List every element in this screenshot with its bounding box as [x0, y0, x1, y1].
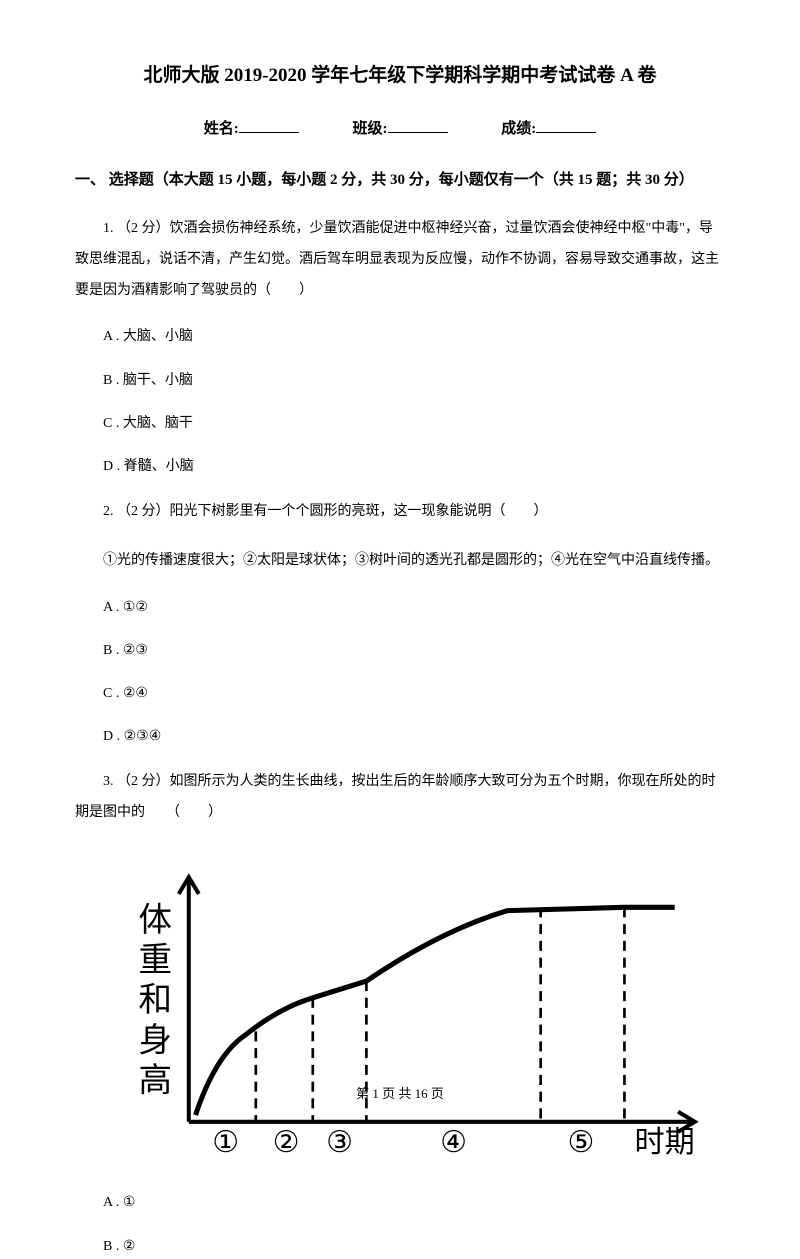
question-1-option-b: B . 脑干、小脑 — [75, 368, 725, 393]
class-blank[interactable] — [388, 132, 448, 133]
footer-page-label: 第 — [356, 1086, 369, 1101]
chart-x-label-2: ② — [273, 1125, 300, 1159]
question-1-option-d: D . 脊髓、小脑 — [75, 454, 725, 479]
score-label: 成绩: — [501, 121, 536, 137]
question-2-option-b: B . ②③ — [75, 638, 725, 663]
chart-y-label-2: 重 — [139, 942, 173, 979]
growth-chart: 体 重 和 身 高 ① ② ③ ④ ⑤ 时期 — [105, 847, 725, 1170]
footer-page-total: 16 — [415, 1086, 428, 1101]
footer-page-mid: 页 共 — [382, 1086, 411, 1101]
question-2-statements: ①光的传播速度很大；②太阳是球状体；③树叶间的透光孔都是圆形的；④光在空气中沿直… — [75, 546, 725, 577]
footer-page-current: 1 — [372, 1086, 379, 1101]
question-2-option-d: D . ②③④ — [75, 724, 725, 749]
chart-x-label-4: ④ — [440, 1125, 467, 1159]
chart-x-axis-label: 时期 — [635, 1125, 695, 1159]
question-3-option-b: B . ② — [75, 1234, 725, 1259]
chart-x-label-3: ③ — [326, 1125, 353, 1159]
question-3-text: 3. （2 分）如图所示为人类的生长曲线，按出生后的年龄顺序大致可分为五个时期，… — [75, 767, 725, 829]
student-info-row: 姓名: 班级: 成绩: — [75, 117, 725, 138]
question-1-option-a: A . 大脑、小脑 — [75, 324, 725, 349]
section-header: 一、 选择题（本大题 15 小题，每小题 2 分，共 30 分，每小题仅有一个（… — [75, 168, 725, 189]
class-label: 班级: — [353, 121, 388, 137]
page-footer: 第 1 页 共 16 页 — [0, 1083, 800, 1102]
chart-x-label-1: ① — [212, 1125, 239, 1159]
name-label: 姓名: — [204, 121, 239, 137]
question-2-option-a: A . ①② — [75, 595, 725, 620]
question-1-option-c: C . 大脑、脑干 — [75, 411, 725, 436]
chart-y-label-3: 和 — [139, 982, 173, 1019]
exam-title: 北师大版 2019-2020 学年七年级下学期科学期中考试试卷 A 卷 — [75, 60, 725, 87]
chart-x-label-5: ⑤ — [567, 1125, 594, 1159]
score-blank[interactable] — [536, 132, 596, 133]
question-2-option-c: C . ②④ — [75, 681, 725, 706]
chart-y-label-4: 身 — [139, 1023, 173, 1060]
question-3-option-a: A . ① — [75, 1190, 725, 1215]
footer-page-suffix: 页 — [431, 1086, 444, 1101]
name-blank[interactable] — [239, 132, 299, 133]
question-2-text: 2. （2 分）阳光下树影里有一个个圆形的亮斑，这一现象能说明（ ） — [75, 497, 725, 528]
chart-y-label-1: 体 — [139, 902, 173, 939]
question-1-text: 1. （2 分）饮酒会损伤神经系统，少量饮酒能促进中枢神经兴奋，过量饮酒会使神经… — [75, 214, 725, 306]
